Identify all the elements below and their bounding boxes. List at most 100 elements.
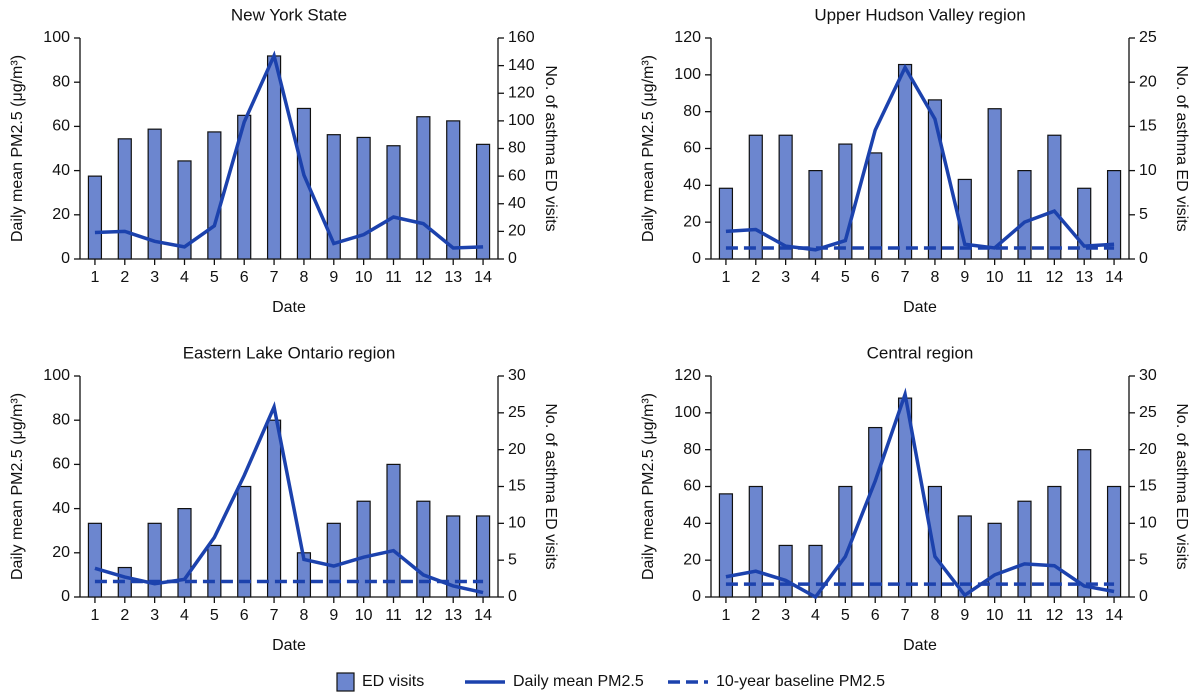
bar bbox=[1077, 449, 1092, 598]
y2-tick-label: 160 bbox=[508, 29, 535, 46]
bar bbox=[1047, 134, 1062, 260]
y2-tick-label: 10 bbox=[508, 515, 526, 532]
panel-title: Upper Hudson Valley region bbox=[814, 5, 1025, 24]
y-tick-label: 60 bbox=[683, 478, 701, 495]
y-tick-label: 40 bbox=[52, 500, 70, 517]
bar bbox=[446, 515, 461, 598]
bar bbox=[718, 493, 734, 598]
y-tick-label: 100 bbox=[43, 29, 70, 46]
y-tick-label: 0 bbox=[692, 588, 701, 605]
bar bbox=[237, 485, 252, 598]
x-tick-label: 5 bbox=[210, 269, 219, 286]
bar bbox=[296, 107, 312, 260]
bar bbox=[897, 63, 913, 260]
x-tick-label: 13 bbox=[444, 607, 462, 624]
y2-axis-label: No. of asthma ED visits bbox=[1173, 403, 1190, 569]
x-tick-label: 14 bbox=[1105, 269, 1123, 286]
bar bbox=[356, 500, 371, 598]
bar bbox=[868, 426, 883, 598]
x-tick-label: 3 bbox=[781, 269, 790, 286]
y-tick-label: 80 bbox=[683, 441, 701, 458]
y2-tick-label: 5 bbox=[508, 551, 517, 568]
x-tick-label: 13 bbox=[1075, 607, 1093, 624]
x-tick-label: 14 bbox=[474, 607, 492, 624]
y2-tick-label: 10 bbox=[1139, 162, 1157, 179]
x-tick-label: 11 bbox=[1016, 607, 1033, 624]
y2-tick-label: 80 bbox=[508, 140, 526, 157]
x-tick-label: 13 bbox=[1075, 269, 1093, 286]
y-tick-label: 80 bbox=[52, 411, 70, 428]
x-tick-label: 3 bbox=[781, 607, 790, 624]
panel-title: Eastern Lake Ontario region bbox=[183, 343, 396, 362]
y2-axis-label: No. of asthma ED visits bbox=[1173, 65, 1190, 231]
bar bbox=[987, 108, 1002, 260]
x-tick-label: 2 bbox=[120, 607, 129, 624]
y2-axis-label: No. of asthma ED visits bbox=[542, 403, 559, 569]
y-tick-label: 20 bbox=[683, 551, 701, 568]
bar bbox=[147, 522, 162, 598]
y2-tick-label: 0 bbox=[1139, 250, 1148, 267]
y-tick-label: 80 bbox=[683, 103, 701, 120]
x-tick-label: 5 bbox=[841, 269, 850, 286]
x-tick-label: 8 bbox=[299, 269, 308, 286]
panel-title: New York State bbox=[231, 5, 347, 24]
x-tick-label: 3 bbox=[150, 269, 159, 286]
bar bbox=[386, 145, 401, 260]
y-tick-label: 60 bbox=[52, 118, 70, 135]
bar bbox=[416, 116, 431, 260]
bar bbox=[87, 175, 103, 260]
y-tick-label: 20 bbox=[683, 213, 701, 230]
y-axis-label: Daily mean PM2.5 (μg/m³) bbox=[9, 393, 26, 580]
x-tick-label: 2 bbox=[751, 607, 760, 624]
legend-label: ED visits bbox=[362, 673, 424, 690]
y-tick-label: 0 bbox=[61, 250, 70, 267]
y-axis-label: Daily mean PM2.5 (μg/m³) bbox=[640, 393, 657, 580]
x-tick-label: 10 bbox=[355, 269, 373, 286]
y2-tick-label: 20 bbox=[1139, 441, 1157, 458]
bar bbox=[207, 544, 222, 598]
y2-tick-label: 100 bbox=[508, 112, 535, 129]
y2-tick-label: 40 bbox=[508, 195, 526, 212]
bar bbox=[868, 152, 883, 260]
x-tick-label: 9 bbox=[329, 607, 338, 624]
y2-tick-label: 120 bbox=[508, 84, 535, 101]
x-tick-label: 12 bbox=[414, 269, 432, 286]
x-tick-label: 1 bbox=[721, 269, 730, 286]
y-tick-label: 100 bbox=[674, 66, 701, 83]
y2-tick-label: 15 bbox=[1139, 118, 1157, 135]
y-tick-label: 80 bbox=[52, 73, 70, 90]
y2-tick-label: 5 bbox=[1139, 551, 1148, 568]
x-tick-label: 7 bbox=[901, 269, 910, 286]
y2-tick-label: 20 bbox=[1139, 73, 1157, 90]
x-axis-label: Date bbox=[272, 637, 306, 654]
bar bbox=[1106, 485, 1122, 598]
y2-tick-label: 0 bbox=[1139, 588, 1148, 605]
y2-tick-label: 20 bbox=[508, 223, 526, 240]
x-axis-label: Date bbox=[903, 637, 937, 654]
x-tick-label: 9 bbox=[960, 269, 969, 286]
bar bbox=[1106, 170, 1122, 260]
bar bbox=[207, 131, 222, 260]
x-tick-label: 8 bbox=[930, 607, 939, 624]
y-axis-label: Daily mean PM2.5 (μg/m³) bbox=[9, 55, 26, 242]
y2-tick-label: 10 bbox=[1139, 515, 1157, 532]
bar bbox=[326, 134, 341, 260]
bar bbox=[987, 522, 1002, 598]
bar bbox=[386, 463, 401, 598]
y-tick-label: 20 bbox=[52, 206, 70, 223]
bar bbox=[778, 134, 793, 260]
bar bbox=[475, 143, 491, 260]
panel-title: Central region bbox=[867, 343, 974, 362]
x-tick-label: 13 bbox=[444, 269, 462, 286]
bar bbox=[266, 55, 282, 260]
x-axis-label: Date bbox=[272, 299, 306, 316]
y-tick-label: 40 bbox=[52, 162, 70, 179]
x-tick-label: 7 bbox=[270, 607, 279, 624]
x-tick-label: 12 bbox=[1045, 607, 1063, 624]
x-tick-label: 7 bbox=[270, 269, 279, 286]
x-tick-label: 2 bbox=[751, 269, 760, 286]
x-tick-label: 1 bbox=[90, 269, 99, 286]
x-tick-label: 6 bbox=[871, 269, 880, 286]
x-tick-label: 14 bbox=[474, 269, 492, 286]
y2-tick-label: 25 bbox=[508, 404, 526, 421]
